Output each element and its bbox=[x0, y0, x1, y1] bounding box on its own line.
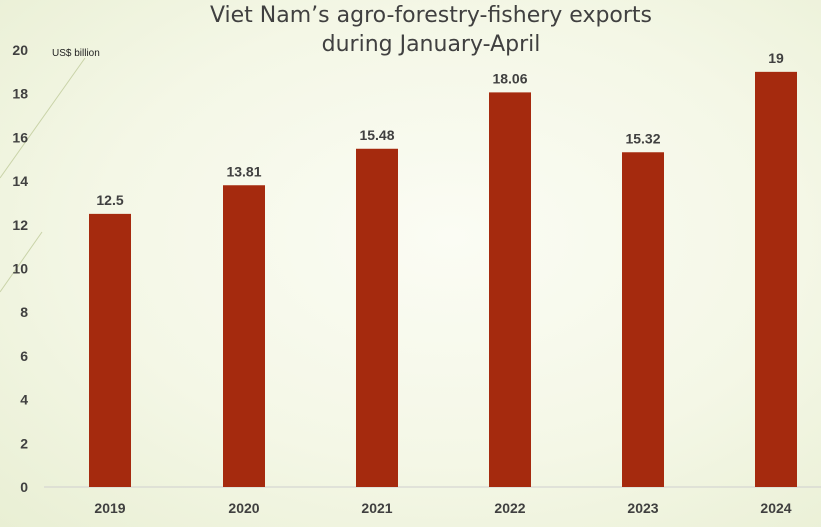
background-decoration bbox=[0, 57, 86, 293]
y-tick-label: 8 bbox=[20, 304, 28, 320]
x-tick-label-2021: 2021 bbox=[361, 500, 392, 516]
y-axis: 0 2 4 6 8 10 12 14 16 18 20 bbox=[12, 42, 28, 495]
data-labels: 12.5 13.81 15.48 18.06 15.32 19 bbox=[96, 50, 784, 208]
y-tick-label: 0 bbox=[20, 479, 28, 495]
x-tick-label-2020: 2020 bbox=[228, 500, 259, 516]
y-tick-label: 16 bbox=[12, 129, 28, 145]
data-label-2019: 12.5 bbox=[96, 192, 123, 208]
x-axis: 2019 2020 2021 2022 2023 2024 bbox=[94, 500, 791, 516]
x-tick-label-2023: 2023 bbox=[627, 500, 658, 516]
chart-title-line-1: Viet Nam’s agro-forestry-fishery exports bbox=[210, 3, 652, 28]
x-tick-label-2024: 2024 bbox=[760, 500, 791, 516]
x-tick-label-2019: 2019 bbox=[94, 500, 125, 516]
data-label-2021: 15.48 bbox=[359, 127, 394, 143]
bar-2024 bbox=[755, 71, 797, 487]
y-tick-label: 12 bbox=[12, 217, 28, 233]
x-tick-label-2022: 2022 bbox=[494, 500, 525, 516]
bar-2023 bbox=[622, 152, 664, 487]
bar-2020 bbox=[223, 185, 265, 487]
data-label-2023: 15.32 bbox=[625, 130, 660, 146]
bar-2021 bbox=[356, 148, 398, 487]
decorative-line bbox=[0, 231, 43, 293]
y-tick-label: 6 bbox=[20, 348, 28, 364]
decorative-line bbox=[0, 57, 86, 179]
bar-2019 bbox=[89, 213, 131, 487]
data-label-2022: 18.06 bbox=[492, 70, 527, 86]
bar-series bbox=[89, 71, 797, 487]
data-label-2024: 19 bbox=[768, 50, 784, 66]
y-tick-label: 18 bbox=[12, 86, 28, 102]
bar-2022 bbox=[489, 92, 531, 487]
y-tick-label: 20 bbox=[12, 42, 28, 58]
chart-title-line-2: during January-April bbox=[322, 32, 541, 57]
y-tick-label: 14 bbox=[12, 173, 28, 189]
y-tick-label: 10 bbox=[12, 261, 28, 277]
y-tick-label: 4 bbox=[20, 392, 28, 408]
y-axis-unit-label: US$ billion bbox=[52, 48, 100, 59]
y-tick-label: 2 bbox=[20, 435, 28, 451]
data-label-2020: 13.81 bbox=[226, 163, 261, 179]
